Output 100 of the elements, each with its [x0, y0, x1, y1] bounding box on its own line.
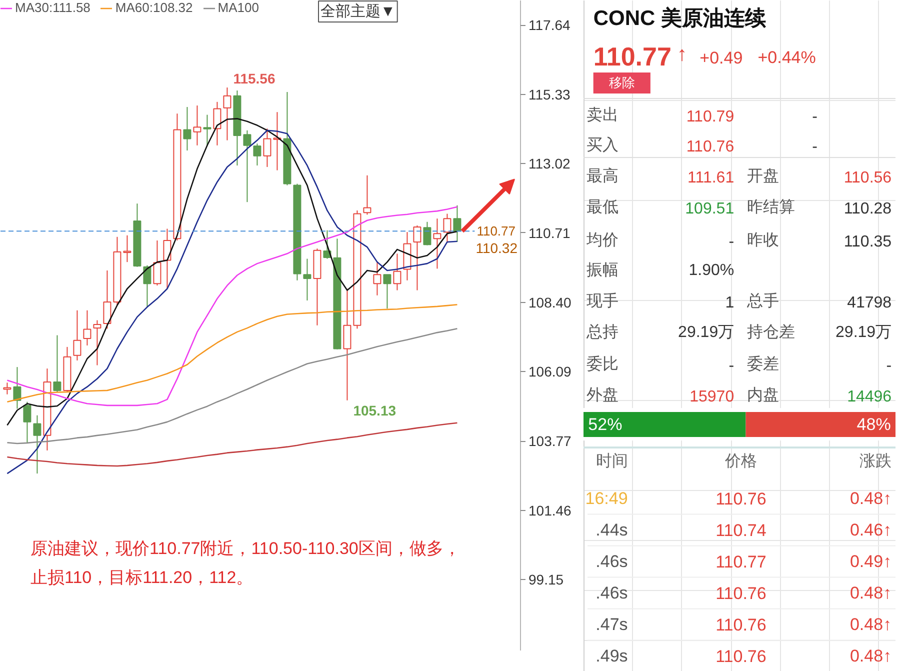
- candlestick: [3, 382, 12, 395]
- text: 价格: [724, 453, 757, 470]
- text: 0.49↑: [850, 552, 892, 571]
- legend-label: MA60:108.32: [115, 0, 193, 15]
- text: 41798: [847, 294, 892, 312]
- text: 110.76: [716, 647, 766, 666]
- legend-label: MA100: [218, 0, 259, 15]
- annotation: 原油建议，现价110.77附近，110.50-110.30区间，做多，止损110，目标111.20，112。: [30, 539, 460, 587]
- text: 14496: [847, 388, 892, 406]
- text: 1: [725, 294, 734, 312]
- text: 外盘: [586, 387, 618, 404]
- text: 现手: [586, 292, 618, 310]
- text: 110.76: [716, 584, 766, 603]
- line-series: [6, 304, 458, 402]
- y-tick-label: 115.33: [528, 86, 570, 102]
- annotation: 全部主题▼: [320, 3, 396, 20]
- text: 0.46↑: [850, 520, 892, 540]
- candlestick: [243, 130, 252, 203]
- text: 29.19万: [678, 324, 734, 341]
- line-series: [6, 328, 458, 444]
- text: 涨跌: [860, 452, 892, 470]
- text: .46s: [596, 552, 628, 571]
- candlestick: [393, 253, 402, 291]
- text: -: [812, 108, 818, 126]
- text: +0.49: [700, 48, 743, 68]
- y-tick-label: 99.15: [528, 572, 564, 588]
- candlestick: [453, 204, 462, 242]
- text: 110.28: [844, 200, 892, 218]
- candlestick: [423, 221, 432, 246]
- text: 移除: [608, 75, 635, 90]
- text: 0.48↑: [850, 584, 892, 602]
- y-tick-label: 106.09: [528, 364, 572, 380]
- candlestick: [223, 86, 232, 141]
- candlestick: [73, 310, 82, 361]
- candlestick: [53, 334, 62, 392]
- candlestick: [13, 366, 22, 410]
- text: 总持: [585, 323, 618, 341]
- y-tick-label: 113.02: [528, 156, 570, 172]
- candlestick: [213, 101, 222, 146]
- text: 109.51: [685, 200, 734, 218]
- text: .44s: [596, 520, 628, 540]
- candlestick: [183, 106, 192, 151]
- text: 110.76: [716, 616, 766, 634]
- text: 110.32: [476, 240, 518, 256]
- text: 持仓差: [746, 323, 795, 341]
- text: 最高: [586, 167, 618, 185]
- text: +0.44%: [758, 48, 816, 67]
- text: ↑: [677, 44, 687, 66]
- text: 委差: [746, 355, 779, 373]
- candlestick: [343, 288, 352, 401]
- text: 111.61: [688, 170, 734, 186]
- annotation: 115.56: [233, 70, 276, 86]
- text: 1.90%: [688, 262, 734, 279]
- candlestick: [193, 104, 202, 146]
- text: 总手: [746, 292, 779, 310]
- y-tick-label: 110.71: [528, 224, 570, 241]
- text: 15970: [690, 388, 734, 406]
- text: -: [728, 234, 734, 250]
- ref-line-label: 110.77: [476, 224, 516, 239]
- annotation: 105.13: [353, 402, 396, 418]
- data-label: 52%: [588, 415, 622, 434]
- data-label: 48%: [856, 415, 891, 434]
- candlestick: [413, 224, 422, 291]
- text: 委比: [586, 355, 618, 373]
- text: .46s: [596, 584, 628, 602]
- text: CONC 美原油连续: [593, 6, 768, 30]
- text: 0.48↑: [850, 489, 892, 508]
- candlestick: [263, 128, 272, 168]
- text: -: [812, 138, 818, 156]
- text: 110.76: [716, 490, 766, 508]
- candlestick: [443, 213, 452, 242]
- candlestick: [303, 258, 312, 301]
- text: 振幅: [586, 262, 618, 279]
- candlestick: [383, 274, 392, 310]
- candlestick: [93, 320, 102, 366]
- text: 昨结算: [746, 198, 795, 216]
- candlestick: [153, 240, 162, 286]
- y-tick-label: 101.46: [528, 502, 572, 518]
- text: 29.19万: [836, 324, 892, 341]
- text: 昨收: [746, 232, 779, 249]
- text: 最低: [586, 199, 618, 216]
- y-tick-label: 108.40: [528, 294, 572, 310]
- candlestick: [23, 401, 32, 444]
- y-tick-label: 103.77: [528, 433, 572, 450]
- candlestick: [373, 262, 382, 296]
- text: 0.48↑: [850, 615, 892, 634]
- candlestick: [83, 310, 92, 346]
- text: .47s: [596, 615, 628, 634]
- text: 16:49: [585, 489, 628, 508]
- line-series: [6, 206, 458, 406]
- candlestick: [163, 228, 172, 290]
- text: 110.76: [686, 138, 734, 156]
- legend-label: MA30:111.58: [15, 0, 90, 15]
- text: -: [728, 358, 734, 374]
- line-series: [6, 422, 458, 467]
- text: 0.48↑: [850, 646, 892, 666]
- text: 买入: [586, 136, 618, 154]
- text: 110.79: [686, 108, 734, 126]
- candlestick: [253, 143, 262, 166]
- text: 110.35: [844, 234, 892, 250]
